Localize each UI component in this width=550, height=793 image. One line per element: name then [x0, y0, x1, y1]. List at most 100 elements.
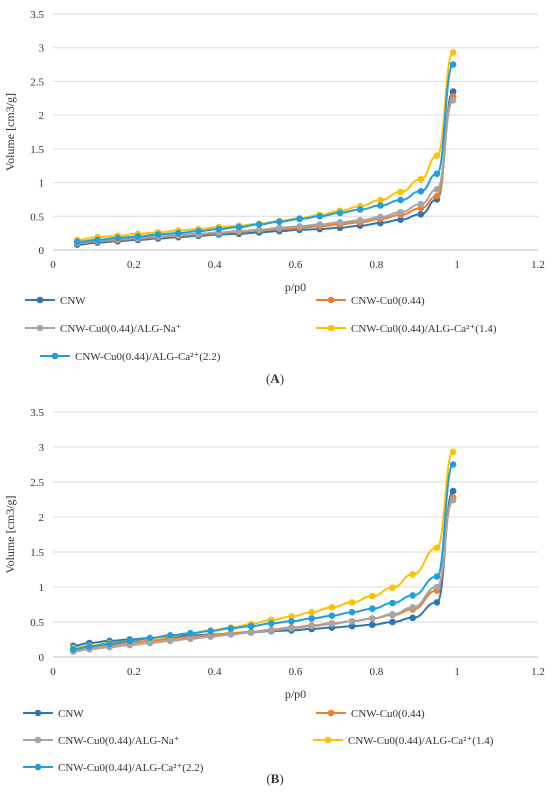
chart-a-legend-marker	[51, 352, 59, 360]
chart-b-data-point	[308, 622, 315, 630]
chart-b-legend-marker	[327, 709, 335, 717]
chart-b-data-point	[288, 618, 295, 625]
chart-b-data-point	[227, 631, 235, 638]
chart-a-legend-marker	[327, 296, 335, 304]
chart-a-data-point	[397, 196, 404, 204]
chart-b-y-tick-label: 0.5	[30, 617, 44, 629]
chart-b-data-point	[389, 584, 396, 591]
chart-b-series-line	[73, 490, 455, 647]
chart-a-data-point	[433, 186, 441, 193]
chart-b-y-tick-label: 3	[39, 442, 45, 454]
chart-a-data-point	[174, 229, 182, 237]
chart-b-data-point	[227, 625, 235, 632]
chart-a-data-point	[255, 226, 263, 234]
chart-b-legend-label: CNW-Cu0(0.44)/ALG-Na⁺	[58, 735, 180, 747]
chart-a-panel-label: (A)	[266, 371, 284, 386]
chart-b-x-tick-label: 1.2	[531, 666, 545, 678]
chart-b-data-point	[288, 625, 295, 632]
chart-b-series-line	[73, 496, 455, 651]
chart-a-legend-label: CNW-Cu0(0.44)/ALG-Ca²⁺(1.4)	[351, 323, 497, 335]
chart-a-data-point	[296, 223, 303, 230]
chart-b-series-line	[73, 499, 455, 653]
chart-b-x-axis-title: p/p0	[285, 687, 306, 701]
chart-a-data-point	[296, 215, 303, 223]
chart-a-data-point	[397, 188, 404, 196]
chart-a-x-tick-label: 0.2	[127, 259, 141, 271]
chart-a-data-point	[417, 210, 425, 218]
chart-b-data-point	[267, 627, 275, 634]
chart-b-data-point	[106, 640, 113, 647]
chart-panel-b: 0 0.5 1 1.5 2 2.5 3 3.5 0 0.2 0.4 0.6 0.8 1 1.2 p/p0 Vol…	[0, 394, 550, 788]
chart-a-x-tick-label: 0	[50, 259, 56, 271]
chart-a-data-point	[235, 223, 243, 231]
chart-b-data-point	[187, 635, 194, 643]
chart-a-data-point	[134, 233, 142, 240]
chart-a-data-point	[449, 97, 457, 104]
chart-a-data-point	[397, 216, 404, 223]
chart-b-x-tick-label: 0	[50, 666, 56, 678]
chart-b-data-point	[126, 637, 134, 645]
chart-a-data-point	[276, 224, 283, 232]
chart-a-x-tick-label: 1	[454, 259, 460, 271]
chart-a-y-axis-title: Volume [cm3/g]	[3, 93, 17, 171]
chart-b-data-point	[409, 592, 417, 599]
chart-b-data-point	[166, 637, 174, 645]
chart-b-data-point	[433, 544, 441, 552]
chart-b-y-tick-label: 1	[39, 582, 45, 594]
chart-a-legend-marker	[36, 324, 44, 332]
chart-b-svg: 0 0.5 1 1.5 2 2.5 3 3.5 0 0.2 0.4 0.6 0.8 1 1.2 p/p0 Vol…	[3, 407, 545, 786]
chart-panel-a: 0 0.5 1 1.5 2 2.5 3 3.5 0 0.2 0.4 0.6 0.8 1 1.2 p/p0 Vol…	[0, 0, 550, 394]
chart-b-data-point	[389, 611, 396, 618]
chart-b-data-point	[247, 622, 255, 630]
chart-b-x-tick-label: 0.8	[369, 666, 383, 678]
chart-a-data-point	[433, 152, 441, 159]
chart-a-data-point	[417, 175, 425, 183]
chart-a-data-point	[316, 221, 324, 228]
chart-a-data-point	[417, 200, 425, 208]
chart-b-data-point	[207, 633, 214, 640]
chart-a-svg: 0 0.5 1 1.5 2 2.5 3 3.5 0 0.2 0.4 0.6 0.8 1 1.2 p/p0 Vol…	[3, 9, 545, 386]
chart-a-data-point	[215, 225, 223, 233]
chart-b-legend-label: CNW-Cu0(0.44)/ALG-Ca²⁺(2.2)	[58, 762, 204, 774]
chart-b-legend-label: CNW-Cu0(0.44)	[351, 708, 425, 720]
chart-a-data-point	[377, 213, 384, 221]
chart-b-data-point	[328, 604, 336, 611]
chart-b-data-point	[247, 629, 255, 636]
chart-b-data-point	[368, 615, 376, 622]
chart-b-data-point	[348, 608, 356, 616]
chart-a-series-line	[77, 95, 455, 245]
chart-a-x-axis-title: p/p0	[285, 280, 306, 294]
chart-a-legend-label: CNW-Cu0(0.44)	[351, 295, 425, 307]
chart-b-data-point	[288, 613, 295, 620]
chart-a-legend-label: CNW	[60, 295, 86, 307]
chart-a-data-point	[449, 49, 457, 56]
chart-b-data-point	[368, 592, 376, 600]
chart-b-data-point	[449, 487, 457, 495]
chart-b-legend-marker	[34, 709, 42, 717]
chart-a-legend-marker	[327, 324, 335, 332]
chart-b-data-point	[368, 605, 376, 612]
chart-a-data-point	[433, 170, 441, 178]
chart-b-data-point	[433, 583, 441, 591]
chart-b-data-point	[449, 448, 457, 456]
chart-a-legend-label: CNW-Cu0(0.44)/ALG-Na⁺	[60, 323, 182, 335]
chart-a-data-point	[377, 196, 384, 204]
chart-a-data-point	[195, 227, 202, 235]
chart-a-data-point	[356, 206, 364, 213]
chart-a-y-tick-label: 0.5	[30, 211, 44, 223]
chart-a-data-point	[73, 238, 81, 246]
chart-a-legend-marker	[36, 296, 44, 304]
chart-b-data-point	[348, 618, 356, 625]
chart-a-x-tick-label: 0.6	[289, 259, 303, 271]
chart-a-y-tick-label: 1	[39, 178, 45, 190]
chart-a-y-tick-label: 1.5	[30, 144, 44, 156]
chart-b-legend-marker	[324, 736, 332, 744]
chart-a-data-point	[316, 212, 324, 220]
chart-b-data-point	[409, 604, 417, 611]
chart-b-data-point	[267, 620, 275, 627]
chart-b-data-point	[328, 620, 336, 628]
chart-a-data-point	[397, 208, 404, 216]
chart-b-data-point	[86, 643, 93, 650]
chart-a-data-point	[433, 192, 441, 200]
chart-b-y-tick-label: 1.5	[30, 547, 44, 559]
